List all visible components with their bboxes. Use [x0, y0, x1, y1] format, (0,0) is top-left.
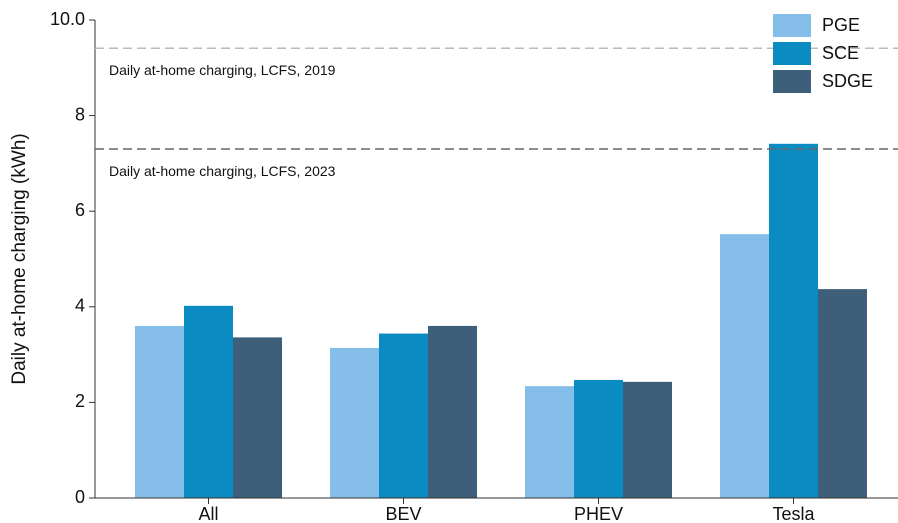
y-tick-label: 6 [75, 200, 85, 220]
bar [184, 305, 233, 498]
y-tick-label: 0 [75, 487, 85, 507]
bar [769, 143, 818, 498]
reference-label: Daily at-home charging, LCFS, 2019 [109, 62, 336, 78]
y-tick-label: 2 [75, 391, 85, 411]
bar [330, 347, 379, 498]
x-tick-label: BEV [385, 504, 421, 523]
x-tick-label: Tesla [772, 504, 815, 523]
y-axis-label: Daily at-home charging (kWh) [9, 133, 30, 384]
legend-swatch [773, 70, 811, 93]
y-tick-label: 10.0 [50, 9, 85, 29]
bar [818, 289, 867, 498]
y-tick-label: 8 [75, 104, 85, 124]
bar [428, 325, 477, 498]
bar [135, 325, 184, 498]
legend-swatch [773, 42, 811, 65]
bar [525, 386, 574, 498]
bar [574, 379, 623, 498]
bar [233, 337, 282, 498]
x-tick-label: All [198, 504, 218, 523]
legend-label: PGE [822, 15, 860, 35]
x-tick-label: PHEV [574, 504, 623, 523]
bar [379, 333, 428, 498]
bar [720, 234, 769, 499]
legend-label: SCE [822, 43, 859, 63]
legend-swatch [773, 14, 811, 37]
bar [623, 381, 672, 498]
y-tick-label: 4 [75, 296, 85, 316]
legend-label: SDGE [822, 71, 873, 91]
reference-label: Daily at-home charging, LCFS, 2023 [109, 163, 336, 179]
